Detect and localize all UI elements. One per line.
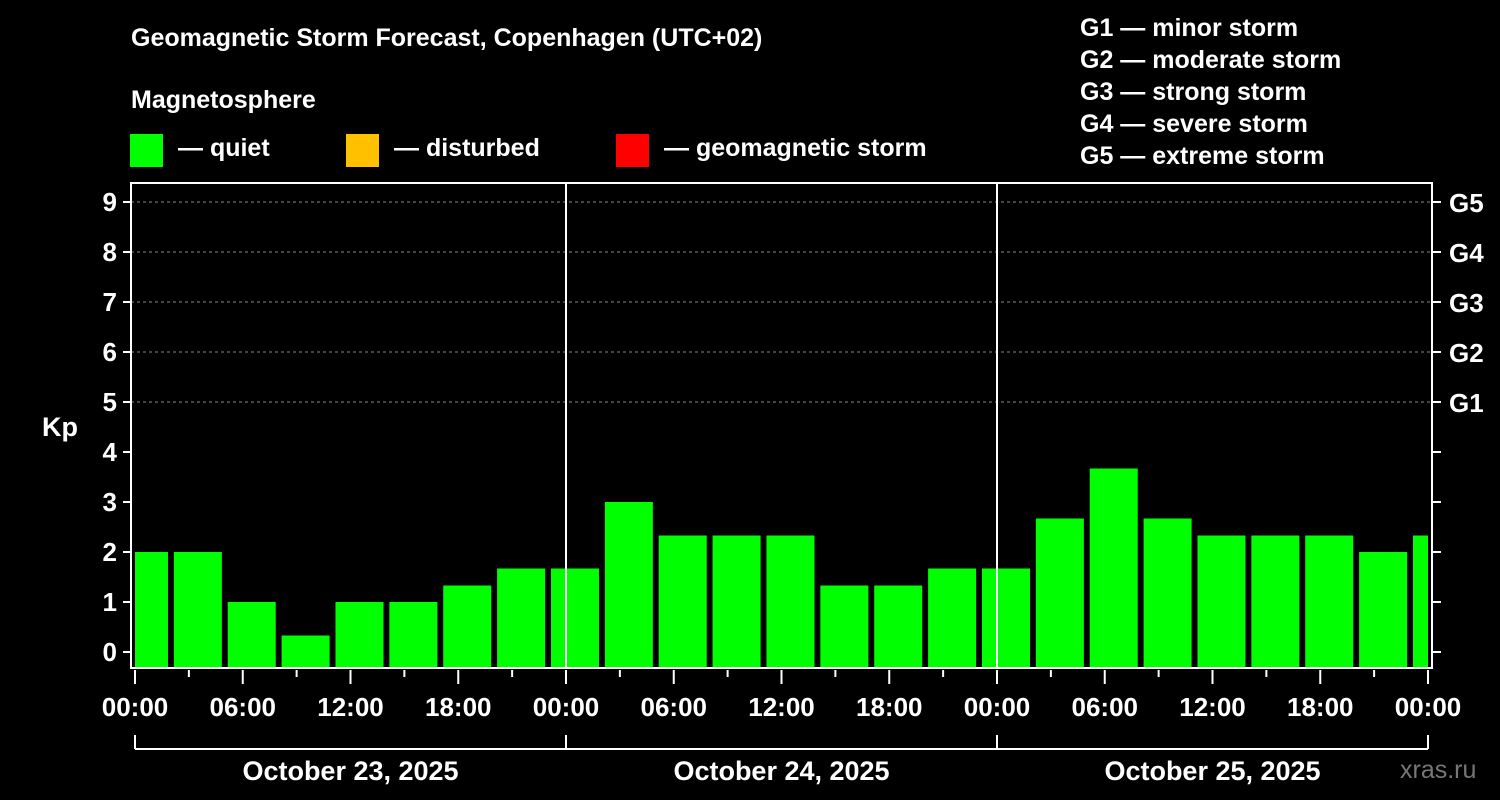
scale-g4: G4 — severe storm <box>1080 110 1308 138</box>
kp-bar <box>1197 535 1246 668</box>
legend-swatch-quiet <box>130 134 163 167</box>
scale-g3: G3 — strong storm <box>1080 78 1307 106</box>
y-tick-label: 1 <box>103 587 117 617</box>
y-tick-label: 6 <box>103 337 117 367</box>
x-tick-label: 06:00 <box>641 692 708 722</box>
x-tick-label: 00:00 <box>964 692 1031 722</box>
chart-title: Geomagnetic Storm Forecast, Copenhagen (… <box>131 24 763 52</box>
y-tick-label: 5 <box>103 387 117 417</box>
legend-label-disturbed: — disturbed <box>394 134 540 162</box>
x-tick-label: 18:00 <box>856 692 923 722</box>
kp-bar <box>981 568 1030 668</box>
x-tick-label: 18:00 <box>425 692 492 722</box>
scale-g1: G1 — minor storm <box>1080 14 1299 42</box>
g-level-label: G2 <box>1449 338 1484 368</box>
kp-bar <box>173 552 222 668</box>
date-label: October 24, 2025 <box>673 756 889 786</box>
kp-bar <box>281 635 330 668</box>
kp-bar <box>1143 518 1192 668</box>
kp-bar <box>550 568 599 668</box>
watermark: xras.ru <box>1400 756 1477 784</box>
y-tick-label: 7 <box>103 287 117 317</box>
kp-bar <box>227 602 276 668</box>
g-level-label: G1 <box>1449 388 1484 418</box>
kp-bar <box>1359 552 1408 668</box>
kp-bar <box>712 535 761 668</box>
bars <box>135 468 1428 668</box>
kp-bar <box>1251 535 1300 668</box>
legend-label-quiet: — quiet <box>178 134 270 162</box>
scale-g5: G5 — extreme storm <box>1080 142 1325 170</box>
kp-bar <box>820 585 869 668</box>
g-level-label: G4 <box>1449 238 1484 268</box>
x-tick-label: 06:00 <box>210 692 277 722</box>
kp-bar <box>135 552 168 668</box>
x-tick-label: 12:00 <box>1179 692 1246 722</box>
kp-bar <box>443 585 492 668</box>
y-tick-label: 8 <box>103 237 117 267</box>
x-tick-label: 00:00 <box>102 692 169 722</box>
date-label: October 23, 2025 <box>242 756 458 786</box>
legend-swatch-storm <box>616 134 649 167</box>
date-label: October 25, 2025 <box>1104 756 1320 786</box>
kp-bar <box>389 602 438 668</box>
x-tick-label: 06:00 <box>1072 692 1139 722</box>
kp-bar <box>497 568 546 668</box>
kp-bar <box>1035 518 1084 668</box>
kp-bar <box>604 502 653 668</box>
legend-label-storm: — geomagnetic storm <box>664 134 927 162</box>
legend-title: Magnetosphere <box>131 86 316 114</box>
x-tick-label: 00:00 <box>1395 692 1462 722</box>
kp-bar <box>335 602 384 668</box>
kp-bar <box>874 585 923 668</box>
kp-bar <box>928 568 977 668</box>
y-tick-label: 3 <box>103 487 117 517</box>
y-tick-label: 9 <box>103 187 117 217</box>
plot-frame <box>130 182 1433 669</box>
scale-g2: G2 — moderate storm <box>1080 46 1342 74</box>
x-tick-label: 18:00 <box>1287 692 1354 722</box>
y-tick-label: 2 <box>103 537 117 567</box>
kp-bar <box>1089 468 1138 668</box>
kp-bar <box>658 535 707 668</box>
y-tick-label: 4 <box>103 437 118 467</box>
x-tick-label: 12:00 <box>748 692 815 722</box>
y-tick-label: 0 <box>103 637 117 667</box>
x-tick-label: 00:00 <box>533 692 600 722</box>
kp-bar <box>1412 535 1428 668</box>
g-level-label: G3 <box>1449 288 1484 318</box>
kp-bar <box>1305 535 1354 668</box>
y-axis-label: Kp <box>42 412 78 442</box>
kp-bar <box>766 535 815 668</box>
g-level-label: G5 <box>1449 188 1484 218</box>
legend-swatch-disturbed <box>346 134 379 167</box>
x-tick-label: 12:00 <box>317 692 384 722</box>
